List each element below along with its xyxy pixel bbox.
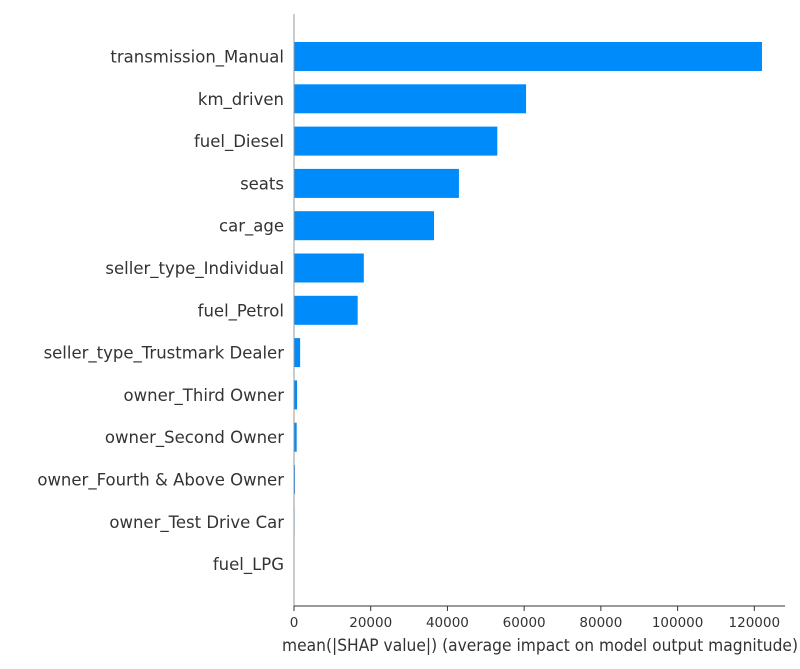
category-label-12: fuel_LPG [213,555,284,575]
x-tick-label-5: 100000 [652,615,704,631]
bar-7 [294,338,301,368]
category-label-7: seller_type_Trustmark Dealer [44,344,285,364]
x-ticks-group: 0 20000 40000 60000 80000 100000 120000 [290,606,780,631]
bar-5 [294,253,364,283]
x-tick-label-6: 120000 [729,615,781,631]
category-label-11: owner_Test Drive Car [109,513,284,533]
category-label-6: fuel_Petrol [198,301,284,321]
bar-6 [294,295,358,325]
x-tick-label-1: 20000 [349,615,392,631]
x-axis-title: mean(|SHAP value|) (average impact on mo… [282,636,798,655]
category-label-8: owner_Third Owner [124,386,285,406]
bars-group [294,42,762,537]
x-tick-label-3: 60000 [503,615,546,631]
bar-8 [294,380,298,410]
x-tick-label-2: 40000 [426,615,469,631]
bar-3 [294,168,459,198]
category-label-5: seller_type_Individual [105,259,284,279]
category-label-9: owner_Second Owner [105,428,284,448]
bar-4 [294,211,435,241]
category-label-3: seats [240,174,284,193]
category-label-0: transmission_Manual [110,48,284,68]
bar-9 [294,422,297,452]
bar-1 [294,84,527,114]
x-tick-label-0: 0 [290,615,299,631]
bar-2 [294,126,498,156]
category-label-4: car_age [219,217,284,237]
x-tick-label-4: 80000 [579,615,622,631]
category-label-1: km_driven [198,90,284,110]
bar-0 [294,42,762,71]
category-labels-group: transmission_Manual km_driven fuel_Diesels… [37,48,284,576]
category-label-10: owner_Fourth & Above Owner [37,471,284,491]
category-label-2: fuel_Diesel [194,132,284,152]
